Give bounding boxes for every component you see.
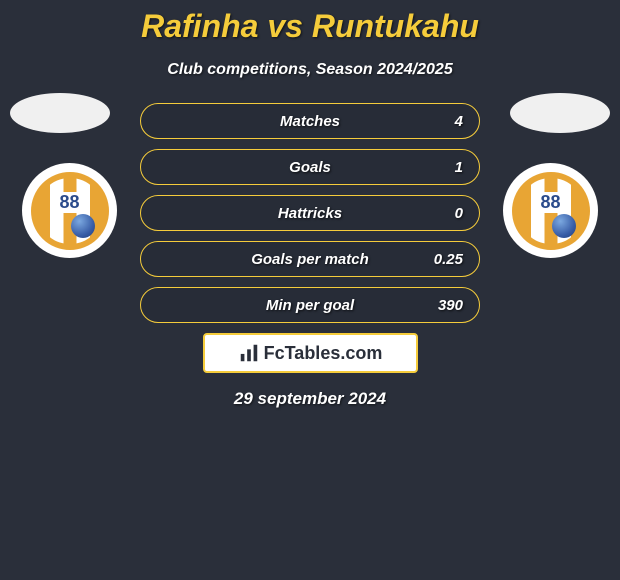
stat-right-value: 1	[423, 159, 463, 176]
stat-label: Hattricks	[197, 205, 423, 222]
main-area: 88 88 Matches 4 Goals 1	[0, 103, 620, 409]
club-badge-left: 88	[22, 163, 117, 258]
stat-label: Goals per match	[197, 251, 423, 268]
stat-row-mpg: Min per goal 390	[140, 287, 480, 323]
stat-row-hattricks: Hattricks 0	[140, 195, 480, 231]
stats-list: Matches 4 Goals 1 Hattricks 0 Goals per …	[140, 103, 480, 323]
player-photo-left	[10, 93, 110, 133]
page-title: Rafinha vs Runtukahu	[0, 8, 620, 45]
stat-right-value: 4	[423, 113, 463, 130]
stat-row-goals: Goals 1	[140, 149, 480, 185]
stat-label: Min per goal	[197, 297, 423, 314]
badge-ball-icon	[552, 214, 576, 238]
badge-number-left: 88	[55, 192, 83, 213]
brand-text: FcTables.com	[264, 343, 383, 364]
comparison-card: Rafinha vs Runtukahu Club competitions, …	[0, 0, 620, 409]
stat-label: Goals	[197, 159, 423, 176]
badge-number-right: 88	[536, 192, 564, 213]
stat-row-gpm: Goals per match 0.25	[140, 241, 480, 277]
bar-chart-icon	[238, 342, 260, 364]
stat-right-value: 0	[423, 205, 463, 222]
stat-label: Matches	[197, 113, 423, 130]
subtitle: Club competitions, Season 2024/2025	[0, 61, 620, 79]
badge-ball-icon	[71, 214, 95, 238]
brand-link[interactable]: FcTables.com	[203, 333, 418, 373]
stat-row-matches: Matches 4	[140, 103, 480, 139]
stat-right-value: 390	[423, 297, 463, 314]
date-text: 29 september 2024	[0, 389, 620, 409]
player-photo-right	[510, 93, 610, 133]
club-badge-right: 88	[503, 163, 598, 258]
stat-right-value: 0.25	[423, 251, 463, 268]
